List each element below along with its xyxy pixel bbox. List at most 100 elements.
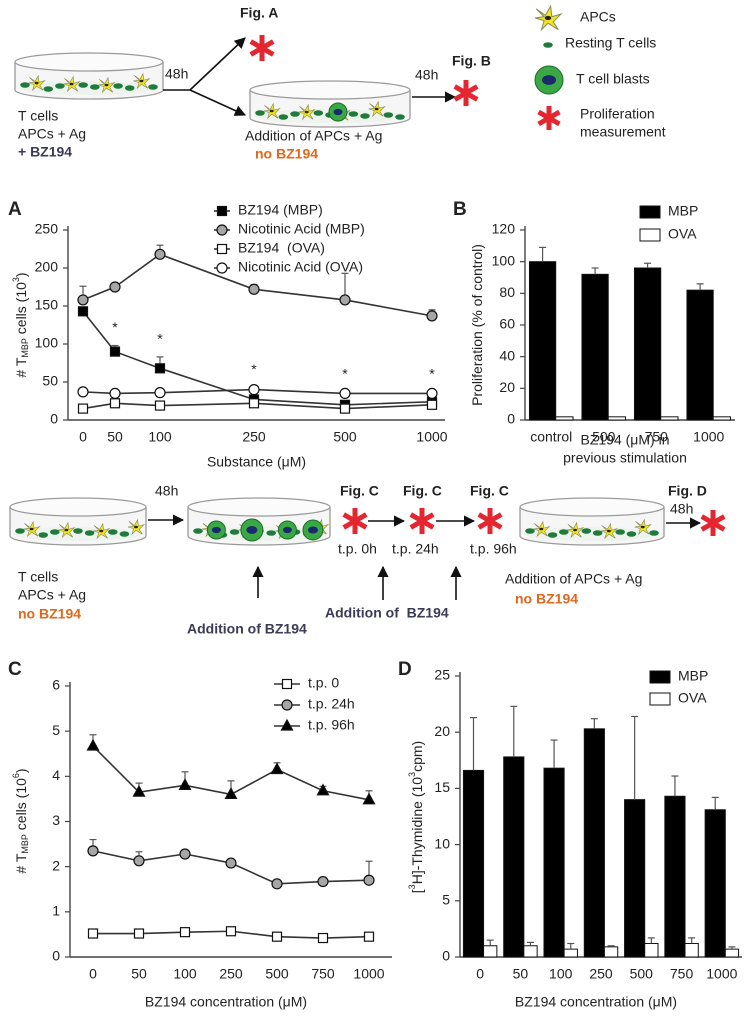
legend-label: MBP (668, 203, 698, 219)
label: 48h (415, 67, 438, 83)
y-label-part: Proliferation (% of control) (469, 244, 485, 406)
marker (87, 845, 99, 857)
resting-t-cell (313, 110, 324, 116)
y-tick-label: 10 (434, 835, 450, 851)
apc-core (640, 525, 645, 529)
apc-core (269, 109, 274, 113)
dish-rim (249, 80, 411, 100)
dish-rim (187, 497, 331, 517)
label: no BZ194 (515, 591, 578, 607)
marker (317, 932, 329, 944)
resting-t-cell (525, 528, 535, 534)
apc-icon (263, 102, 281, 120)
y-tick-label: 5 (52, 722, 60, 738)
y-tick-label: 25 (434, 667, 450, 683)
resting-t-cell (84, 530, 95, 536)
y-tick-label: 2 (52, 857, 60, 873)
legend-label: MBP (678, 668, 708, 684)
y-axis-label: # TMBP cells (103) (11, 272, 30, 377)
x-tick-label: 250 (589, 966, 613, 982)
marker (132, 784, 146, 797)
label: no BZ194 (18, 606, 81, 622)
x-tick-label: 750 (311, 966, 335, 982)
legend-label: Nicotinic Acid (OVA) (238, 259, 363, 275)
marker (316, 783, 330, 796)
legend-label: BZ194 (OVA) (238, 240, 325, 256)
x-tick-label: 0 (476, 966, 484, 982)
asterisk-stroke (700, 514, 726, 532)
marker (133, 928, 145, 939)
apc-icon (58, 521, 76, 539)
resting-t-cell (55, 83, 65, 89)
x-tick-label: 1000 (416, 429, 447, 445)
apc-icon (63, 75, 81, 93)
legend-label: t.p. 0 (308, 675, 339, 691)
legend-label: OVA (668, 226, 697, 242)
dish-medium (19, 81, 159, 95)
asterisk-stroke (453, 84, 479, 102)
bar (563, 948, 578, 958)
asterisk (409, 508, 435, 534)
label: Fig. C (403, 483, 442, 499)
marker (426, 387, 438, 399)
label: APCs + Ag (18, 126, 86, 142)
bar (684, 943, 699, 958)
resting-t-cell (395, 114, 405, 120)
y-tick-label: 0 (507, 411, 515, 427)
label: Fig. B (452, 53, 491, 69)
x-tick-label: 100 (549, 966, 573, 982)
y-tick-label: 4 (52, 767, 60, 783)
label: Addition of APCs + Ag (505, 571, 642, 587)
resting-t-cell (148, 84, 158, 90)
resting-t-cell (360, 113, 370, 119)
marker (178, 778, 192, 790)
marker (109, 387, 121, 399)
apc-core (34, 81, 39, 85)
apc-icon (533, 520, 551, 538)
resting-t-cell (20, 82, 30, 88)
y-tick-label: 150 (35, 297, 59, 313)
y-tick-label: 120 (492, 221, 516, 237)
marker (179, 927, 191, 938)
asterisk-stroke (249, 39, 275, 57)
legend-swatch (649, 692, 671, 706)
y-tick-label: 6 (52, 677, 60, 693)
asterisk (342, 508, 368, 534)
marker (179, 848, 191, 860)
legend-label: t.p. 24h (308, 696, 355, 712)
marker (271, 878, 283, 890)
y-tick-label: 60 (499, 316, 515, 332)
resting-t-cell (348, 111, 359, 117)
bar (528, 261, 557, 421)
apc-icon (28, 74, 46, 92)
significance-label: * (429, 366, 435, 382)
x-tick-label: control (530, 429, 572, 445)
y-label-part: # T (13, 357, 29, 377)
label: T cell blasts (576, 71, 650, 87)
y-label-part: 3 (11, 277, 21, 282)
label: Fig. C (470, 483, 509, 499)
series-line (82, 402, 433, 410)
resting-t-cell (15, 528, 25, 534)
y-tick-label: 15 (434, 779, 450, 795)
resting-t-cell (383, 112, 394, 118)
apc-icon (368, 100, 386, 118)
label: t.p. 96h (470, 541, 517, 557)
blast-nucleus (333, 108, 343, 116)
apc-core (29, 527, 34, 531)
legend-swatch (639, 228, 661, 242)
x-tick-label: 250 (242, 429, 266, 445)
y-label-part: MBP (20, 834, 30, 854)
x-tick-label: 1000 (693, 429, 724, 445)
y-label-part: 6 (11, 773, 21, 778)
apc-core (539, 527, 544, 531)
y-label-part: # T (13, 853, 29, 873)
dish-rim (14, 52, 164, 72)
resting-t-cell (581, 528, 592, 534)
y-label-part: cpm) (409, 741, 425, 772)
marker (339, 294, 351, 306)
y-tick-label: 100 (492, 252, 516, 268)
marker (280, 718, 294, 731)
